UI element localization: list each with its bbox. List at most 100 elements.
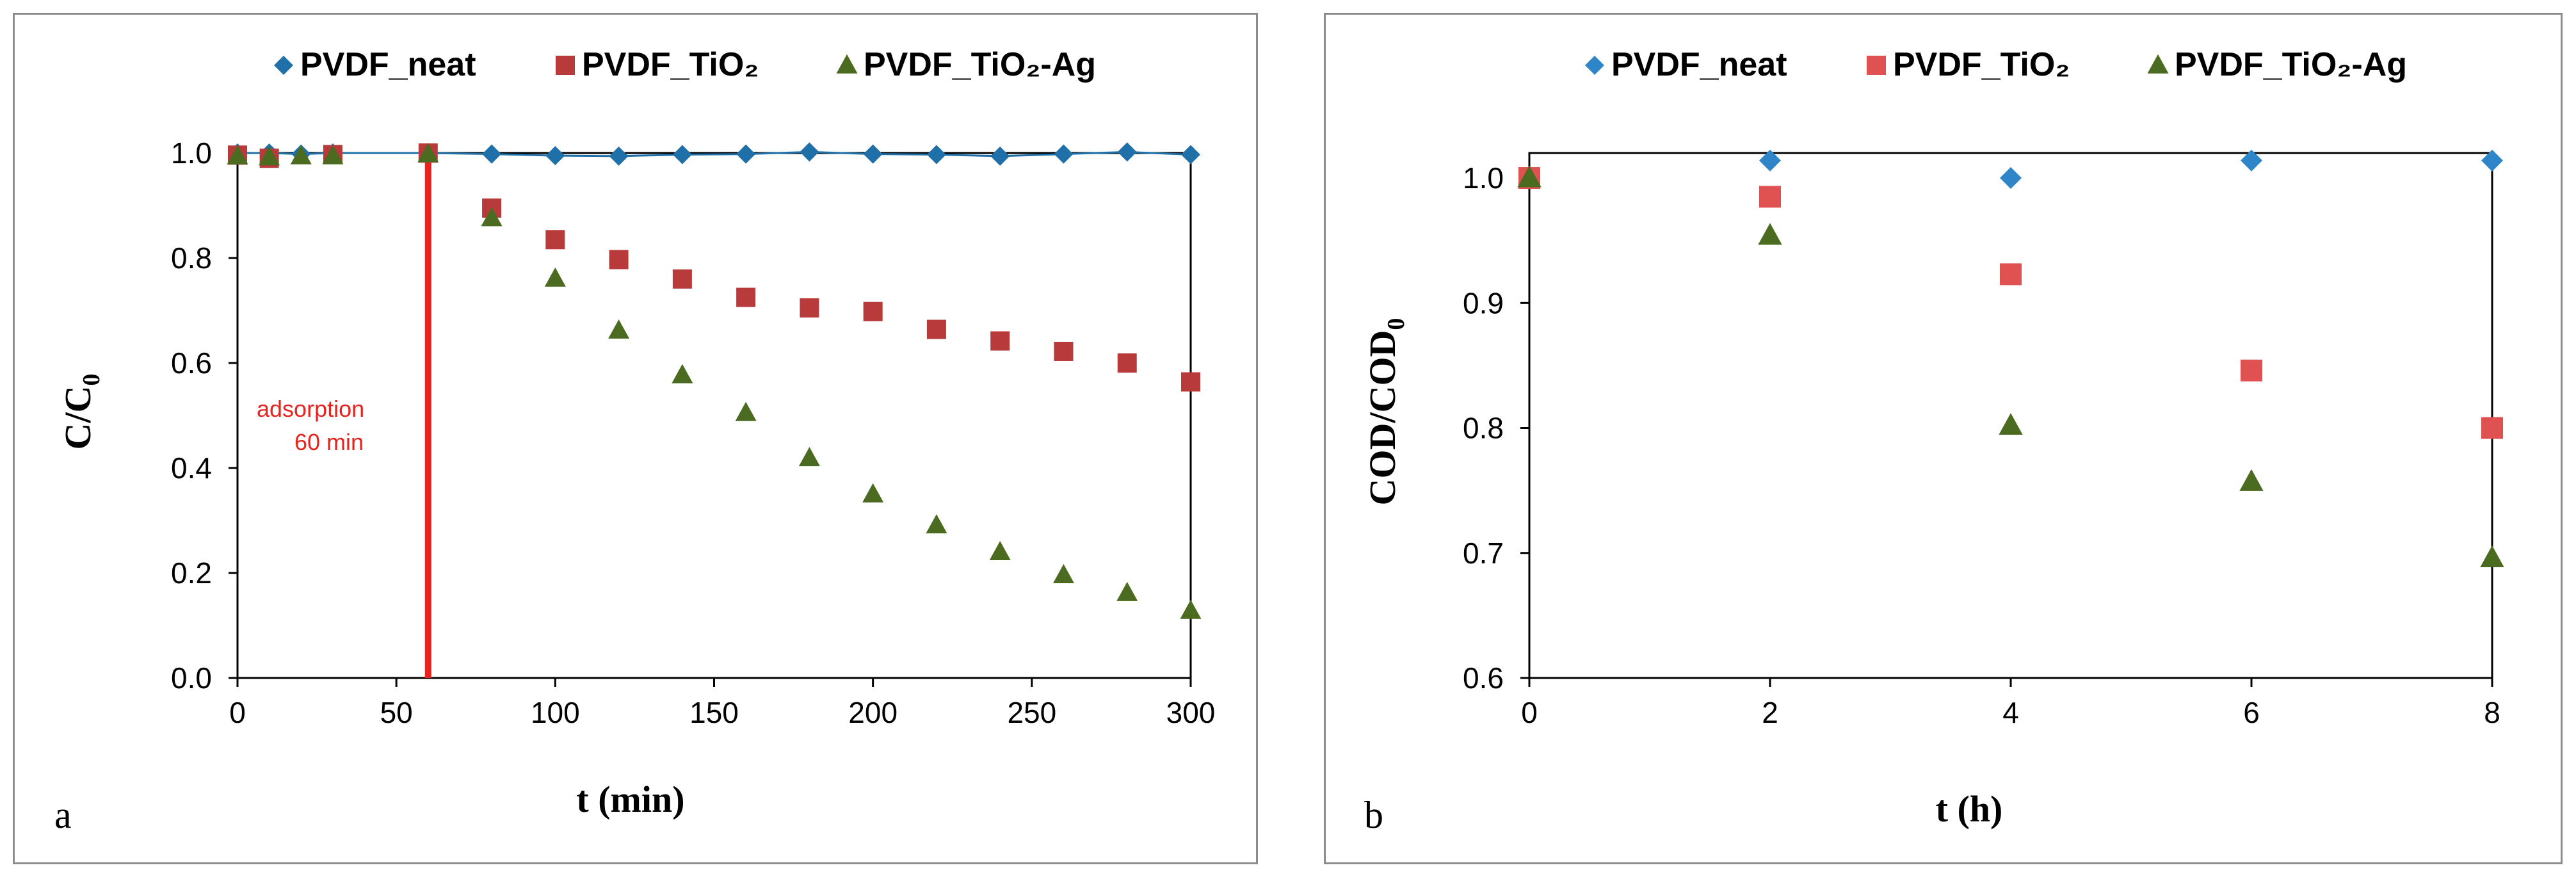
chart-b-xlabel: t (h) [1936, 788, 2003, 830]
data-point [1181, 145, 1200, 165]
legend-marker [1585, 56, 1604, 75]
data-point [862, 483, 884, 503]
data-point [800, 298, 819, 318]
data-point [259, 146, 280, 166]
data-point [322, 145, 344, 165]
legend-label: PVDF_TiO₂ [1893, 46, 2070, 83]
x-tick-label: 8 [2484, 696, 2500, 729]
chart-a-xlabel: t (min) [576, 778, 684, 820]
data-point [482, 144, 502, 164]
data-point [417, 143, 439, 163]
y-tick-label: 0.6 [1463, 661, 1504, 695]
chart-a-legend: PVDF_neat PVDF_TiO₂ PVDF_TiO₂-Ag [274, 46, 1096, 83]
data-point [545, 230, 565, 250]
data-point [672, 145, 692, 165]
data-point [2480, 545, 2504, 568]
chart-b-legend: PVDF_neat PVDF_TiO₂ PVDF_TiO₂-Ag [1585, 46, 2407, 83]
legend-label: PVDF_TiO₂-Ag [864, 46, 1096, 83]
data-point [1116, 581, 1138, 601]
data-point [2239, 469, 2264, 491]
data-point [227, 145, 248, 165]
data-point [2000, 263, 2022, 286]
legend-label: PVDF_TiO₂-Ag [2175, 46, 2407, 83]
chart-b-ylabel-sub: 0 [1383, 318, 1410, 330]
data-point [2000, 167, 2022, 190]
plot-frame [236, 152, 1192, 679]
data-point [926, 514, 947, 534]
y-tick-label: 0.9 [1463, 286, 1504, 319]
data-point [481, 207, 503, 227]
chart-b-ylabel: COD/COD0 [1362, 318, 1410, 506]
data-point [2241, 149, 2262, 172]
data-point [798, 447, 820, 467]
chart-a-ylabel-main: C/C [57, 386, 99, 450]
x-tick-label: 0 [1521, 696, 1538, 729]
legend-marker [274, 56, 293, 75]
chart-b-panel-letter: b [1364, 794, 1383, 836]
data-point [1052, 564, 1074, 584]
legend-label: PVDF_neat [1611, 46, 1787, 83]
series-square [228, 143, 1200, 392]
y-tick-label: 0.7 [1463, 536, 1504, 570]
data-point [1517, 165, 1542, 188]
x-tick-label: 200 [848, 696, 898, 729]
data-point [608, 319, 630, 339]
data-point [736, 144, 756, 164]
data-point [544, 267, 566, 287]
chart-a-panel-letter: a [54, 794, 72, 836]
y-tick-label: 1.0 [171, 136, 212, 170]
y-tick-label: 0.8 [171, 241, 212, 275]
data-point [1759, 186, 1781, 208]
data-point [863, 302, 883, 321]
data-point [2481, 149, 2503, 172]
chart-a-svg: PVDF_neat PVDF_TiO₂ PVDF_TiO₂-Ag 0.0 0.2 0.4… [54, 46, 1216, 836]
data-point [2481, 417, 2503, 439]
chart-b-marks [1517, 149, 2504, 568]
series-diamond [228, 142, 1200, 166]
legend-marker [1867, 56, 1886, 75]
data-point [1117, 353, 1137, 373]
data-point [1999, 413, 2023, 435]
legend-marker [556, 56, 575, 75]
annotation-line1: adsorption [257, 396, 364, 422]
data-point [990, 146, 1010, 166]
data-point [1759, 149, 1781, 172]
chart-panel-a: PVDF_neat PVDF_TiO₂ PVDF_TiO₂-Ag 0.0 0.2 0.4… [13, 13, 1258, 864]
data-point [1117, 142, 1137, 162]
legend-label: PVDF_TiO₂ [582, 46, 759, 83]
x-tick-label: 150 [689, 696, 739, 729]
data-point [672, 269, 692, 289]
chart-a-marks [227, 142, 1202, 619]
x-tick-label: 6 [2243, 696, 2260, 729]
x-tick-label: 300 [1166, 696, 1216, 729]
data-point [1758, 223, 1782, 245]
legend-label: PVDF_neat [300, 46, 476, 83]
chart-b-svg: PVDF_neat PVDF_TiO₂ PVDF_TiO₂-Ag 0.6 0.7 0.8… [1362, 46, 2504, 836]
data-point [800, 142, 819, 162]
chart-b-ylabel-main: COD/COD [1362, 330, 1403, 506]
y-tick-label: 0.6 [171, 346, 212, 380]
data-point [926, 319, 946, 339]
chart-panel-b: PVDF_neat PVDF_TiO₂ PVDF_TiO₂-Ag 0.6 0.7 0.8… [1324, 13, 2563, 864]
x-tick-label: 50 [380, 696, 413, 729]
y-tick-label: 0.4 [171, 451, 212, 485]
data-point [609, 250, 629, 270]
y-tick-label: 0.8 [1463, 412, 1504, 445]
series-triangle [227, 143, 1202, 619]
data-point [1054, 144, 1074, 164]
data-point [672, 364, 693, 383]
data-point [735, 401, 757, 421]
x-tick-label: 250 [1007, 696, 1056, 729]
legend-marker [2147, 54, 2169, 74]
data-point [990, 331, 1010, 351]
data-point [290, 145, 312, 165]
series-diamond [1518, 149, 2503, 190]
data-point [1180, 599, 1202, 619]
data-point [863, 144, 883, 164]
y-tick-label: 1.0 [1463, 161, 1504, 195]
chart-b-axes: 0.6 0.7 0.8 0.9 1.0 0 2 4 6 8 [1463, 152, 2500, 729]
data-point [1054, 341, 1074, 361]
data-point [989, 540, 1011, 560]
chart-a-annotation: adsorption 60 min [257, 153, 431, 678]
x-tick-label: 100 [531, 696, 580, 729]
